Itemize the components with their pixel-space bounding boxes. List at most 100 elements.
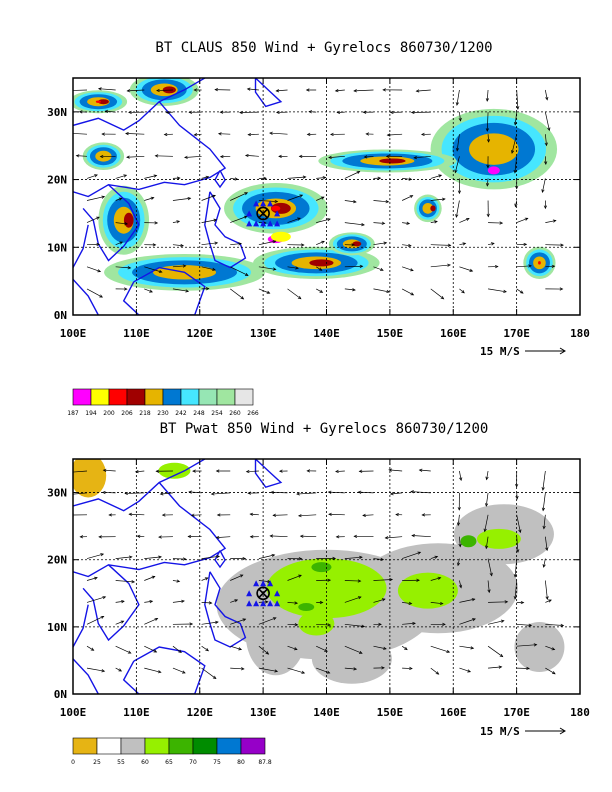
wind-vector-head — [547, 127, 551, 132]
wind-vector — [258, 554, 275, 559]
wind-vector — [344, 580, 361, 582]
wind-vector-head — [542, 564, 546, 568]
pwat-region — [311, 633, 392, 684]
wind-vector — [172, 244, 184, 247]
wind-vector-head — [240, 667, 245, 671]
storm-center-marker — [256, 586, 270, 601]
wind-vector — [230, 667, 244, 670]
wind-vector-head — [526, 666, 530, 671]
wind-vector — [76, 155, 88, 157]
x-tick-label: 180 — [570, 327, 590, 340]
wind-vector-head — [98, 535, 102, 539]
wind-vector — [335, 470, 345, 472]
wind-vector-head — [486, 164, 490, 169]
wind-vector — [344, 667, 357, 670]
wind-vector — [344, 200, 357, 203]
gyreloc-triangle — [274, 220, 281, 227]
wind-vector-head — [447, 243, 452, 247]
wind-vector-head — [389, 110, 394, 114]
gyreloc-triangle — [267, 600, 274, 607]
wind-vector — [230, 192, 248, 201]
wind-vector-head — [214, 241, 219, 245]
wind-vector-head — [212, 675, 217, 680]
wind-vector-head — [511, 150, 515, 154]
wind-vector — [390, 492, 403, 495]
wind-vector-head — [518, 529, 522, 534]
wind-vector-head — [154, 617, 159, 621]
wind-vector-head — [297, 514, 302, 518]
wind-vector-head — [306, 132, 311, 137]
wind-vector — [430, 667, 439, 675]
y-tick-label: 10N — [47, 621, 67, 634]
wind-vector — [455, 200, 460, 218]
wind-vector — [247, 88, 259, 91]
wind-vector — [344, 222, 365, 226]
colorbar-tick-label: 75 — [213, 759, 221, 766]
wind-vector-head — [484, 503, 489, 507]
wind-vector-head — [485, 98, 490, 102]
wind-vector-head — [165, 110, 170, 115]
wind-vector-head — [217, 132, 222, 136]
wind-vector-head — [503, 289, 507, 293]
wind-vector — [545, 265, 555, 268]
cloud-core — [538, 261, 541, 265]
wind-vector-head — [244, 272, 249, 276]
cloud-core — [123, 212, 134, 228]
wind-vector-head — [408, 243, 412, 248]
wind-vector — [201, 242, 218, 246]
wind-vector-head — [163, 132, 168, 137]
wind-vector — [230, 178, 238, 180]
wind-vector — [344, 171, 360, 179]
pwat-region — [397, 572, 458, 609]
wind-vector-head — [205, 287, 210, 291]
wind-vector — [239, 111, 259, 113]
wind-vector-head — [385, 199, 390, 204]
wind-vector-head — [541, 487, 545, 491]
wind-vector-head — [159, 492, 164, 496]
wind-vector-head — [472, 618, 476, 622]
wind-vector — [287, 623, 298, 626]
wind-vector-head — [386, 133, 391, 137]
wind-vector-head — [383, 646, 387, 650]
pwat-region — [476, 528, 521, 549]
wind-vector — [276, 89, 288, 92]
gyreloc-triangle — [253, 600, 260, 607]
wind-vector-head — [442, 622, 446, 627]
wind-vector — [545, 134, 547, 146]
wind-vector — [103, 469, 116, 472]
wind-vector-head — [246, 87, 251, 91]
wind-vector-head — [548, 599, 552, 603]
wind-vector-head — [210, 492, 215, 496]
wind-vector-head — [265, 651, 270, 655]
wind-vector — [115, 197, 122, 201]
wind-vector-head — [269, 534, 274, 538]
wind-vector-head — [416, 578, 420, 582]
wind-vector — [287, 266, 299, 269]
wind-vector-head — [180, 243, 185, 248]
wind-vector — [115, 580, 135, 583]
wind-vector — [402, 222, 410, 225]
wind-vector — [86, 577, 98, 581]
colorbar-tick-label: 70 — [189, 759, 197, 766]
chart-title-claus: BT CLAUS 850 Wind + Gyrelocs 860730/1200 — [155, 40, 493, 56]
wind-vector — [344, 556, 363, 559]
wind-vector — [115, 620, 124, 625]
wind-vector — [125, 492, 145, 494]
wind-vector-head — [499, 221, 504, 225]
wind-vector-head — [305, 88, 310, 92]
wind-vector-head — [128, 512, 133, 516]
wind-vector — [316, 218, 331, 223]
wind-vector-head — [300, 243, 305, 247]
x-tick-label: 150E — [377, 327, 404, 340]
gyreloc-triangle — [267, 200, 274, 207]
wind-vector-head — [421, 132, 425, 136]
wind-vector — [230, 618, 246, 625]
wind-vector — [516, 288, 524, 294]
wind-vector-head — [447, 263, 451, 267]
wind-vector — [364, 155, 374, 158]
wind-vector-head — [383, 241, 388, 245]
wind-vector-head — [389, 578, 394, 582]
colorbar-tick-label: 260 — [229, 410, 241, 417]
wind-vector — [545, 623, 564, 626]
wind-vector — [459, 645, 474, 649]
